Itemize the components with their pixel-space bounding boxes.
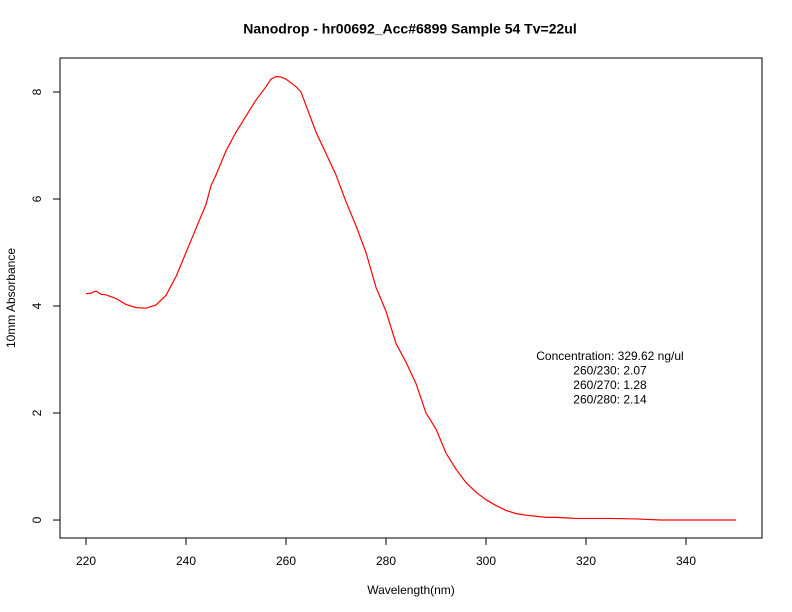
data-line xyxy=(85,75,736,521)
y-tick-label: 2 xyxy=(30,409,44,416)
x-tick-label: 240 xyxy=(176,554,196,568)
annotation: 260/270: 1.28 xyxy=(573,378,647,392)
y-tick-label: 8 xyxy=(30,88,44,95)
y-axis-label: 10mm Absorbance xyxy=(4,248,18,348)
x-tick-label: 340 xyxy=(676,554,696,568)
annotation: Concentration: 329.62 ng/ul xyxy=(536,349,683,363)
y-tick-label: 0 xyxy=(30,516,44,523)
x-tick-label: 260 xyxy=(276,554,296,568)
x-tick-label: 280 xyxy=(376,554,396,568)
x-axis-label: Wavelength(nm) xyxy=(367,583,455,597)
x-tick-label: 300 xyxy=(476,554,496,568)
plot-frame xyxy=(59,57,763,539)
y-tick-label: 6 xyxy=(30,195,44,202)
x-tick-label: 220 xyxy=(76,554,96,568)
annotation: 260/230: 2.07 xyxy=(573,364,647,378)
chart-title: Nanodrop - hr00692_Acc#6899 Sample 54 Tv… xyxy=(243,21,576,37)
y-tick-label: 4 xyxy=(30,302,44,309)
annotation: 260/280: 2.14 xyxy=(573,393,647,407)
x-tick-label: 320 xyxy=(576,554,596,568)
